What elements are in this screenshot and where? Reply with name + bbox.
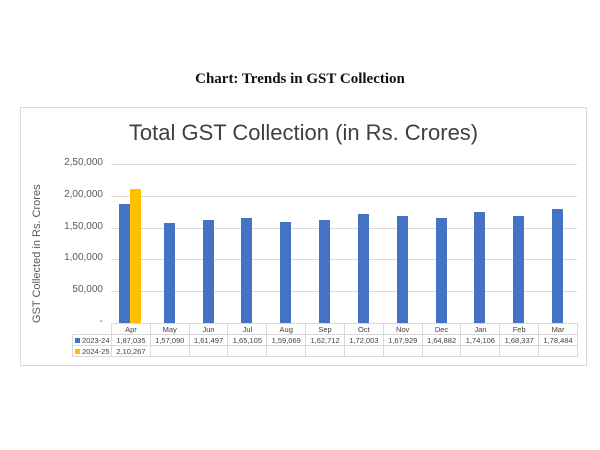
table-cell bbox=[460, 345, 501, 357]
bar-2023-24-Mar bbox=[552, 209, 564, 323]
table-cell: 1,68,337 bbox=[499, 334, 540, 346]
bar-2023-24-Jan bbox=[474, 212, 486, 323]
table-header-aug: Aug bbox=[266, 323, 307, 335]
table-header-nov: Nov bbox=[382, 323, 423, 335]
table-header-feb: Feb bbox=[499, 323, 540, 335]
table-cell bbox=[266, 345, 307, 357]
gridline bbox=[111, 291, 577, 293]
table-header-apr: Apr bbox=[111, 323, 151, 335]
bar-2023-24-Dec bbox=[435, 218, 447, 323]
bar-2023-24-Feb bbox=[513, 215, 525, 323]
y-tick-label: 1,50,000 bbox=[64, 220, 103, 232]
bar-2023-24-Jun bbox=[202, 220, 214, 323]
table-cell: 1,57,090 bbox=[149, 334, 190, 346]
table-row: 2024-25 2,10,267 bbox=[72, 345, 578, 357]
gridline bbox=[111, 259, 577, 261]
table-header-jun: Jun bbox=[188, 323, 229, 335]
legend-key: 2023-24 bbox=[72, 334, 112, 346]
y-tick-label: - bbox=[99, 316, 103, 327]
table-cell bbox=[382, 345, 423, 357]
table-header-sep: Sep bbox=[305, 323, 345, 335]
table-header-may: May bbox=[149, 323, 190, 335]
table-header-jul: Jul bbox=[227, 323, 268, 335]
y-tick-label: 1,00,000 bbox=[64, 252, 103, 264]
table-cell: 1,65,105 bbox=[227, 334, 268, 346]
gridline bbox=[111, 227, 577, 229]
legend-key: 2024-25 bbox=[72, 345, 112, 357]
bar-2023-24-Nov bbox=[396, 216, 408, 323]
table-cell: 1,78,484 bbox=[538, 334, 578, 346]
table-cell bbox=[188, 345, 229, 357]
y-tick-label: 50,000 bbox=[72, 284, 103, 296]
table-cell: 1,67,929 bbox=[382, 334, 423, 346]
table-cell bbox=[227, 345, 268, 357]
bar-2023-24-Sep bbox=[319, 219, 331, 323]
table-cell: 2,10,267 bbox=[111, 345, 151, 357]
y-tick-label: 2,50,000 bbox=[64, 157, 103, 168]
table-header-mar: Mar bbox=[538, 323, 578, 335]
table-cell: 1,72,003 bbox=[343, 334, 384, 346]
document-caption: Chart: Trends in GST Collection bbox=[195, 71, 405, 87]
bar-2023-24-May bbox=[163, 223, 175, 323]
table-cell bbox=[538, 345, 578, 357]
table-row: 2023-24 1,87,035 1,57,090 1,61,497 1,65,105 1… bbox=[72, 334, 578, 346]
table-cell: 1,62,712 bbox=[305, 334, 345, 346]
bar-2023-24-Oct bbox=[357, 213, 369, 323]
data-table: Apr May Jun Jul Aug Sep Oct Nov Dec Jan Feb Mar 2023… bbox=[72, 323, 578, 357]
legend-swatch-icon bbox=[75, 338, 80, 344]
table-cell: 1,64,882 bbox=[421, 334, 462, 346]
gridline bbox=[111, 195, 577, 197]
table-cell bbox=[421, 345, 462, 357]
bar-2023-24-Jul bbox=[241, 217, 253, 323]
legend-swatch-icon bbox=[75, 349, 80, 355]
table-header-oct: Oct bbox=[343, 323, 384, 335]
table-header-dec: Dec bbox=[421, 323, 462, 335]
table-cell bbox=[305, 345, 345, 357]
y-tick-label: 2,00,000 bbox=[64, 188, 103, 200]
table-cell bbox=[149, 345, 190, 357]
table-cell bbox=[343, 345, 384, 357]
table-cell: 1,74,106 bbox=[460, 334, 501, 346]
table-header-jan: Jan bbox=[460, 323, 501, 335]
bar-2023-24-Aug bbox=[280, 221, 292, 323]
gridline bbox=[111, 164, 577, 165]
table-cell: 1,61,497 bbox=[188, 334, 229, 346]
table-cell: 1,87,035 bbox=[111, 334, 151, 346]
table-cell bbox=[499, 345, 540, 357]
chart-title: Total GST Collection (in Rs. Crores) bbox=[128, 120, 479, 145]
bar-2023-24-Apr bbox=[119, 204, 131, 323]
bar-2024-25-Apr bbox=[130, 189, 142, 323]
table-cell: 1,59,069 bbox=[266, 334, 307, 346]
chart-container: Total GST Collection (in Rs. Crores) GST… bbox=[20, 107, 587, 366]
